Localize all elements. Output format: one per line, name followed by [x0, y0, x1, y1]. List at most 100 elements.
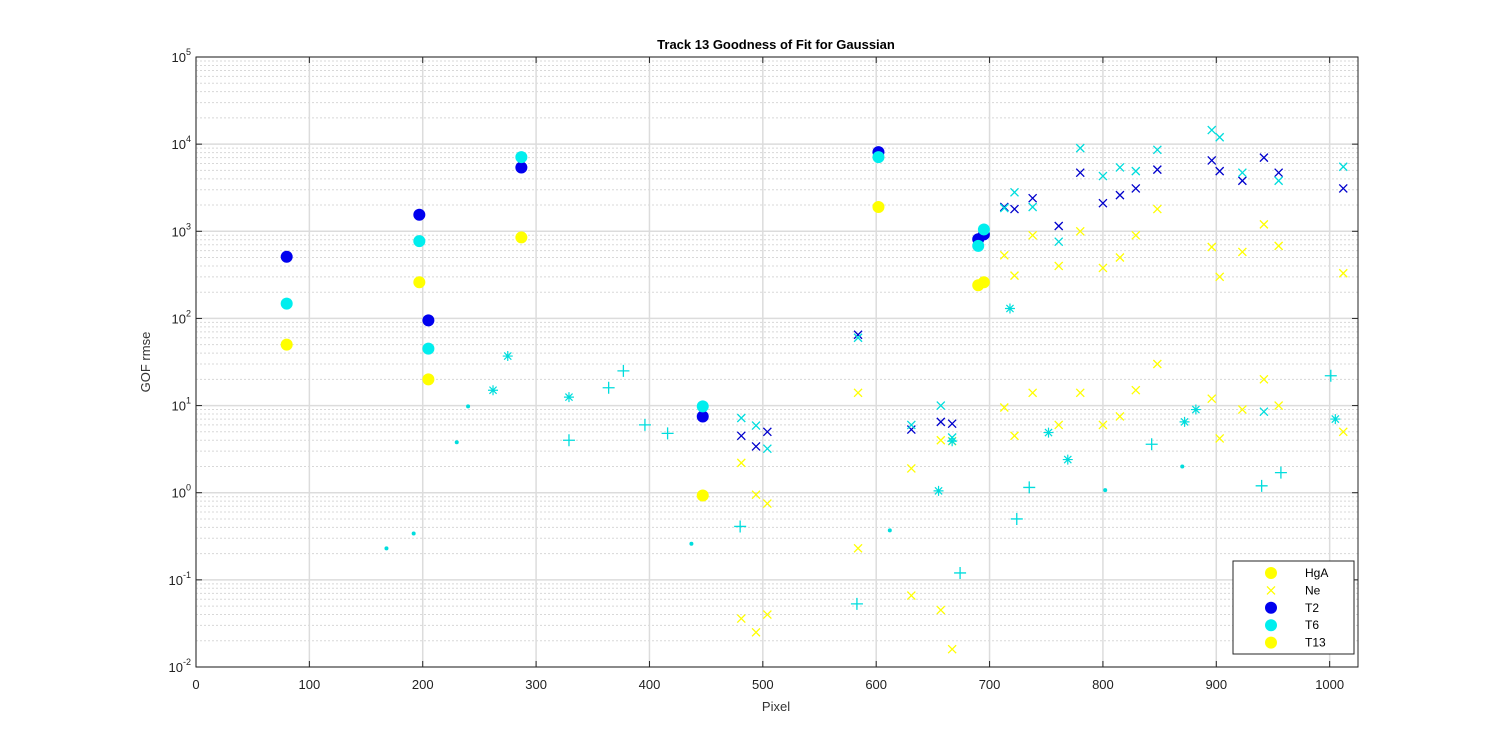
data-point: [1115, 411, 1125, 421]
data-point: [1115, 190, 1125, 200]
data-point: [502, 351, 513, 362]
data-point: [947, 419, 957, 429]
data-point: [1274, 241, 1284, 251]
data-point: [977, 276, 990, 289]
data-point: [853, 330, 863, 340]
data-point: [1179, 416, 1190, 427]
data-point: [1131, 385, 1141, 395]
data-point: [1259, 153, 1269, 163]
legend-label: T6: [1305, 618, 1319, 632]
data-point: [887, 528, 892, 533]
data-point: [422, 342, 435, 355]
data-point: [751, 441, 761, 451]
legend-marker: [1265, 567, 1277, 579]
data-point: [872, 200, 885, 213]
data-point: [936, 417, 946, 427]
data-point: [1054, 237, 1064, 247]
data-point: [1075, 143, 1085, 153]
x-tick-label: 700: [979, 677, 1001, 692]
x-axis-ticks: 0 100 200 300 400 500 600 700 800 900 1000: [192, 57, 1344, 692]
legend-label: HgA: [1305, 566, 1328, 580]
data-point: [1207, 242, 1217, 252]
data-point: [853, 333, 863, 343]
x-tick-label: 300: [525, 677, 547, 692]
x-tick-label: 200: [412, 677, 434, 692]
data-point: [661, 427, 674, 440]
data-point: [736, 413, 746, 423]
data-point: [1207, 155, 1217, 165]
data-point: [999, 202, 1009, 212]
data-point: [1259, 407, 1269, 417]
y-tick-label: 104: [172, 134, 191, 152]
data-point: [751, 627, 761, 637]
data-point: [515, 231, 528, 244]
data-point: [1274, 176, 1284, 186]
data-point: [1215, 166, 1225, 176]
data-point: [1338, 427, 1348, 437]
y-tick-label: 100: [172, 483, 191, 501]
data-point: [1215, 132, 1225, 142]
data-point: [696, 400, 709, 413]
data-point: [413, 235, 426, 248]
data-point: [999, 250, 1009, 260]
series-unlabeled-8: [562, 364, 1337, 610]
data-point: [280, 338, 293, 351]
legend: HgA Ne T2 T6 T13: [1232, 560, 1355, 655]
data-point: [1098, 263, 1108, 273]
data-point: [1259, 219, 1269, 229]
data-point: [734, 520, 747, 533]
y-tick-label: 10-2: [169, 657, 191, 675]
data-point: [1152, 359, 1162, 369]
data-point: [411, 531, 416, 536]
data-point: [1028, 193, 1038, 203]
data-point: [1237, 168, 1247, 178]
data-point: [413, 276, 426, 289]
legend-marker: [1266, 585, 1276, 595]
data-point: [1145, 438, 1158, 451]
y-axis-ticks: 10-2 10-1 100 101 102 103 104 105: [169, 47, 1358, 675]
data-point: [1131, 230, 1141, 240]
data-point: [562, 434, 575, 447]
series-unlabeled-9: [384, 404, 1185, 551]
data-point: [1215, 272, 1225, 282]
legend-marker: [1265, 619, 1277, 632]
data-point: [422, 373, 435, 386]
data-point: [872, 151, 885, 164]
data-point: [762, 610, 772, 619]
legend-box: [1232, 560, 1355, 655]
data-point: [736, 614, 746, 623]
x-tick-label: 600: [865, 677, 887, 692]
data-point: [1215, 433, 1225, 443]
data-point: [1043, 427, 1054, 438]
series-unlabeled-7: [488, 303, 1341, 496]
data-point: [850, 597, 863, 610]
data-point: [1338, 268, 1348, 278]
data-point: [853, 543, 863, 553]
data-point: [617, 364, 630, 377]
series-unlabeled-6: [736, 125, 1348, 454]
data-point: [1131, 184, 1141, 193]
data-point: [488, 385, 499, 396]
data-point: [906, 591, 916, 601]
data-point: [947, 436, 958, 447]
data-point: [1237, 405, 1247, 415]
data-point: [422, 314, 435, 327]
data-point: [1054, 420, 1064, 430]
data-point: [602, 381, 615, 394]
data-point: [1115, 163, 1125, 172]
data-point: [1010, 204, 1019, 214]
data-point: [1274, 401, 1284, 411]
data-point: [1237, 247, 1247, 257]
data-point: [751, 421, 761, 430]
data-point: [736, 458, 746, 468]
data-point: [515, 151, 528, 164]
data-point: [947, 644, 957, 654]
data-point: [1190, 404, 1201, 415]
data-point: [454, 440, 459, 445]
data-point: [280, 297, 293, 310]
data-point: [933, 485, 944, 496]
data-point: [1010, 271, 1019, 281]
data-point: [1259, 374, 1269, 384]
data-point: [515, 161, 528, 174]
series-hga: [280, 200, 990, 502]
